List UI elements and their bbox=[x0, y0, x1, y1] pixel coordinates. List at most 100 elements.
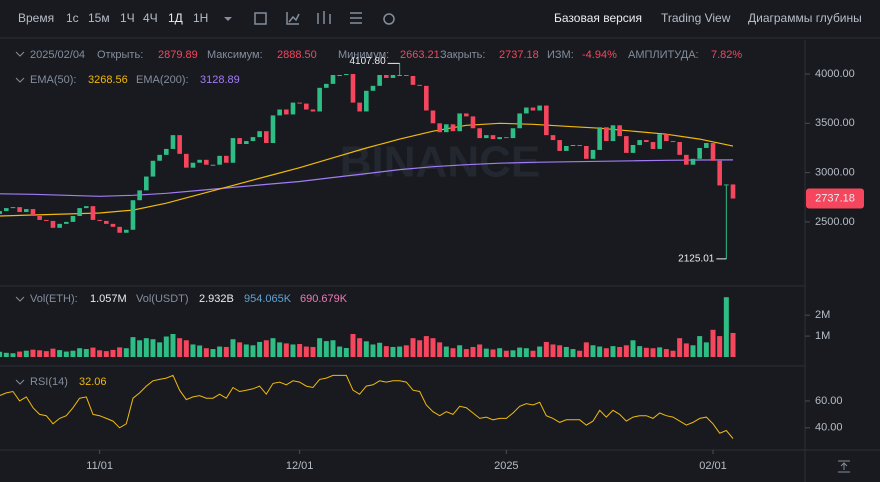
candle bbox=[304, 103, 309, 110]
volume-bar bbox=[97, 350, 103, 357]
candle bbox=[150, 160, 156, 177]
interval-button[interactable]: 1с bbox=[66, 11, 79, 25]
candle bbox=[497, 137, 502, 140]
calendar-icon[interactable] bbox=[254, 12, 267, 25]
volume-bar bbox=[110, 349, 116, 357]
candle-icon[interactable] bbox=[317, 11, 331, 24]
ema-value: 3268.56 bbox=[88, 74, 128, 86]
ohlc-value: 2663.21 bbox=[400, 49, 440, 61]
candle bbox=[90, 206, 96, 220]
volume-bar bbox=[597, 346, 603, 357]
candle bbox=[710, 143, 716, 161]
volume-bar bbox=[430, 338, 436, 357]
ohlc-label: Максимум: bbox=[207, 49, 263, 61]
price-tag bbox=[806, 188, 864, 209]
candle bbox=[204, 159, 209, 165]
volume-bar bbox=[537, 346, 543, 357]
candle bbox=[584, 145, 589, 159]
volume-bar bbox=[117, 347, 123, 357]
candle bbox=[570, 145, 576, 146]
volume-bar bbox=[423, 336, 429, 357]
volume-bar bbox=[283, 343, 289, 357]
candle bbox=[170, 135, 176, 149]
view-tab[interactable]: Диаграммы глубины bbox=[748, 11, 862, 25]
collapse-arrow[interactable] bbox=[15, 379, 25, 385]
ohlc-label: Минимум: bbox=[338, 49, 389, 61]
volume-legend: 2.932B bbox=[199, 293, 234, 305]
volume-bar bbox=[570, 349, 576, 357]
candle bbox=[397, 75, 402, 76]
volume-bar bbox=[243, 344, 249, 357]
volume-bar bbox=[70, 350, 76, 357]
price-tag-label: 2737.18 bbox=[815, 192, 855, 204]
view-tab[interactable]: Trading View bbox=[661, 11, 731, 25]
collapse-arrow[interactable] bbox=[15, 77, 25, 83]
candle bbox=[537, 105, 542, 111]
candle bbox=[124, 229, 129, 233]
volume-bar bbox=[450, 348, 456, 357]
interval-button[interactable]: 1Д bbox=[168, 11, 183, 25]
volume-bar bbox=[443, 346, 449, 357]
volume-bar bbox=[230, 339, 236, 357]
volume-bar bbox=[677, 338, 683, 357]
candle bbox=[257, 131, 262, 138]
candle bbox=[564, 145, 569, 151]
candle bbox=[3, 208, 9, 212]
ohlc-value: 2879.89 bbox=[158, 49, 198, 61]
candle bbox=[390, 75, 396, 78]
candle bbox=[384, 75, 389, 78]
volume-bar bbox=[303, 346, 309, 357]
ohlc-value: -4.94% bbox=[582, 49, 617, 61]
collapse-arrow[interactable] bbox=[15, 296, 25, 302]
volume-bar bbox=[557, 345, 563, 357]
candle bbox=[490, 135, 496, 140]
candle bbox=[344, 74, 349, 76]
indicator-icon[interactable] bbox=[286, 12, 300, 25]
candle bbox=[724, 184, 729, 186]
watermark: BINANCE bbox=[340, 138, 540, 187]
volume-bar bbox=[143, 338, 149, 357]
candle bbox=[17, 207, 22, 213]
volume-bar bbox=[730, 332, 736, 357]
collapse-arrow[interactable] bbox=[15, 51, 25, 57]
volume-tick-label: 2M bbox=[815, 309, 830, 321]
candle bbox=[37, 215, 42, 220]
candle bbox=[337, 75, 342, 76]
volume-bar bbox=[203, 348, 209, 357]
volume-bar bbox=[0, 351, 3, 357]
volume-bar bbox=[137, 340, 143, 357]
volume-bar bbox=[643, 347, 649, 357]
volume-bar bbox=[17, 351, 23, 357]
volume-bar bbox=[390, 346, 396, 357]
view-tab[interactable]: Базовая версия bbox=[554, 11, 642, 25]
candle bbox=[404, 75, 409, 76]
x-tick-label: 02/01 bbox=[699, 460, 727, 472]
candle bbox=[350, 74, 356, 103]
scale-toggle[interactable] bbox=[838, 460, 850, 473]
volume-bar bbox=[383, 346, 389, 357]
interval-button[interactable]: Время bbox=[18, 11, 54, 25]
volume-bar bbox=[550, 344, 556, 357]
volume-bar bbox=[157, 342, 163, 357]
interval-button[interactable]: 1Н bbox=[193, 11, 208, 25]
volume-bar bbox=[257, 341, 263, 357]
candle bbox=[670, 141, 676, 143]
candle bbox=[650, 142, 656, 149]
interval-button[interactable]: 1Ч bbox=[120, 11, 135, 25]
volume-bar bbox=[170, 334, 176, 357]
volume-legend: Vol(ETH): bbox=[30, 293, 78, 305]
more-intervals[interactable] bbox=[224, 17, 232, 21]
interval-button[interactable]: 4Ч bbox=[143, 11, 158, 25]
ohlc-value: 7.82% bbox=[711, 49, 742, 61]
volume-bar bbox=[223, 346, 229, 357]
rsi-line bbox=[0, 374, 734, 439]
interval-button[interactable]: 15м bbox=[88, 11, 110, 25]
volume-legend: Vol(USDT) bbox=[136, 293, 189, 305]
template-icon[interactable] bbox=[350, 12, 362, 24]
volume-bar bbox=[403, 345, 409, 357]
candle bbox=[284, 109, 289, 115]
candle bbox=[664, 134, 669, 142]
settings-icon[interactable] bbox=[383, 13, 395, 25]
volume-bar bbox=[217, 346, 223, 357]
candle bbox=[50, 220, 56, 228]
